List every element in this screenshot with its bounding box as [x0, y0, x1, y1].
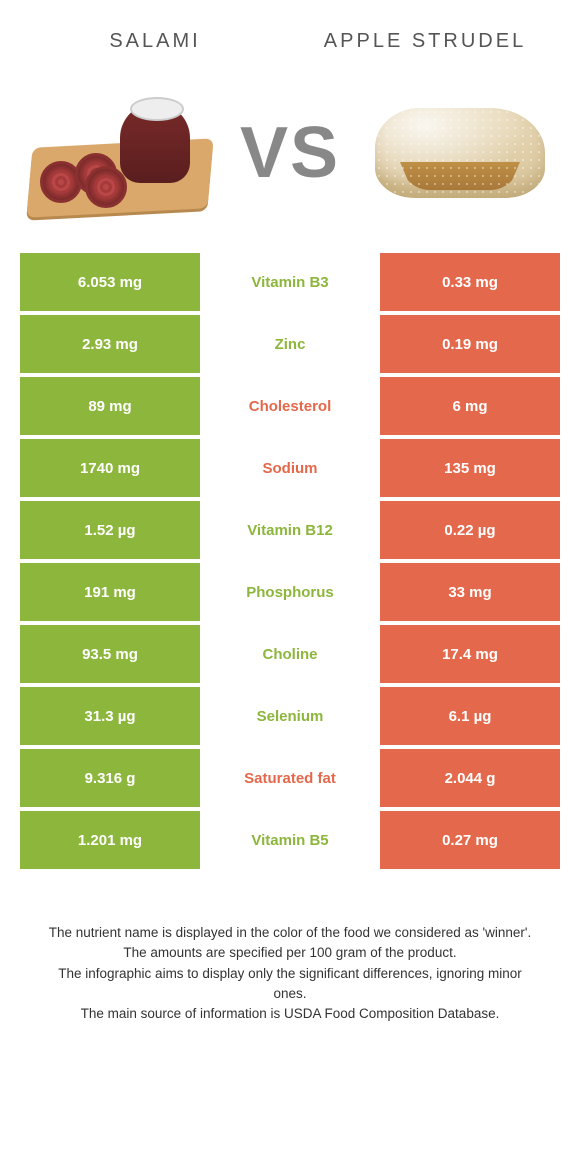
- right-value-cell: 2.044 g: [380, 749, 560, 807]
- table-row: 2.93 mgZinc0.19 mg: [20, 315, 560, 373]
- right-value-cell: 6 mg: [380, 377, 560, 435]
- nutrient-label-cell: Sodium: [200, 439, 380, 497]
- table-row: 6.053 mgVitamin B30.33 mg: [20, 253, 560, 311]
- left-food-image: [20, 83, 220, 223]
- footnote-line: The nutrient name is displayed in the co…: [40, 923, 540, 943]
- nutrient-label-cell: Vitamin B3: [200, 253, 380, 311]
- strudel-icon: [360, 93, 560, 213]
- table-row: 9.316 gSaturated fat2.044 g: [20, 749, 560, 807]
- nutrient-label-cell: Phosphorus: [200, 563, 380, 621]
- nutrient-label-cell: Cholesterol: [200, 377, 380, 435]
- left-value-cell: 6.053 mg: [20, 253, 200, 311]
- right-value-cell: 33 mg: [380, 563, 560, 621]
- left-value-cell: 31.3 µg: [20, 687, 200, 745]
- header-row: Salami Apple Strudel: [0, 0, 580, 63]
- table-row: 1.201 mgVitamin B50.27 mg: [20, 811, 560, 869]
- table-row: 191 mgPhosphorus33 mg: [20, 563, 560, 621]
- nutrient-label-cell: Vitamin B5: [200, 811, 380, 869]
- footnote-line: The main source of information is USDA F…: [40, 1004, 540, 1024]
- right-value-cell: 6.1 µg: [380, 687, 560, 745]
- table-row: 1.52 µgVitamin B120.22 µg: [20, 501, 560, 559]
- nutrient-label-cell: Selenium: [200, 687, 380, 745]
- table-row: 31.3 µgSelenium6.1 µg: [20, 687, 560, 745]
- comparison-table: 6.053 mgVitamin B30.33 mg2.93 mgZinc0.19…: [0, 253, 580, 869]
- right-value-cell: 17.4 mg: [380, 625, 560, 683]
- footnote-line: The infographic aims to display only the…: [40, 964, 540, 1005]
- salami-icon: [20, 93, 220, 213]
- footnote-line: The amounts are specified per 100 gram o…: [40, 943, 540, 963]
- right-value-cell: 0.22 µg: [380, 501, 560, 559]
- table-row: 1740 mgSodium135 mg: [20, 439, 560, 497]
- right-food-title: Apple Strudel: [317, 30, 533, 53]
- right-value-cell: 135 mg: [380, 439, 560, 497]
- right-food-image: [360, 83, 560, 223]
- nutrient-label-cell: Saturated fat: [200, 749, 380, 807]
- left-value-cell: 191 mg: [20, 563, 200, 621]
- left-value-cell: 89 mg: [20, 377, 200, 435]
- left-value-cell: 1740 mg: [20, 439, 200, 497]
- left-value-cell: 9.316 g: [20, 749, 200, 807]
- nutrient-label-cell: Vitamin B12: [200, 501, 380, 559]
- right-value-cell: 0.33 mg: [380, 253, 560, 311]
- footnote: The nutrient name is displayed in the co…: [0, 873, 580, 1044]
- nutrient-label-cell: Choline: [200, 625, 380, 683]
- table-row: 89 mgCholesterol6 mg: [20, 377, 560, 435]
- left-value-cell: 1.52 µg: [20, 501, 200, 559]
- left-value-cell: 1.201 mg: [20, 811, 200, 869]
- right-value-cell: 0.19 mg: [380, 315, 560, 373]
- images-row: VS: [0, 63, 580, 253]
- left-value-cell: 93.5 mg: [20, 625, 200, 683]
- table-row: 93.5 mgCholine17.4 mg: [20, 625, 560, 683]
- left-food-title: Salami: [47, 30, 263, 53]
- right-value-cell: 0.27 mg: [380, 811, 560, 869]
- vs-label: VS: [240, 112, 340, 194]
- left-value-cell: 2.93 mg: [20, 315, 200, 373]
- nutrient-label-cell: Zinc: [200, 315, 380, 373]
